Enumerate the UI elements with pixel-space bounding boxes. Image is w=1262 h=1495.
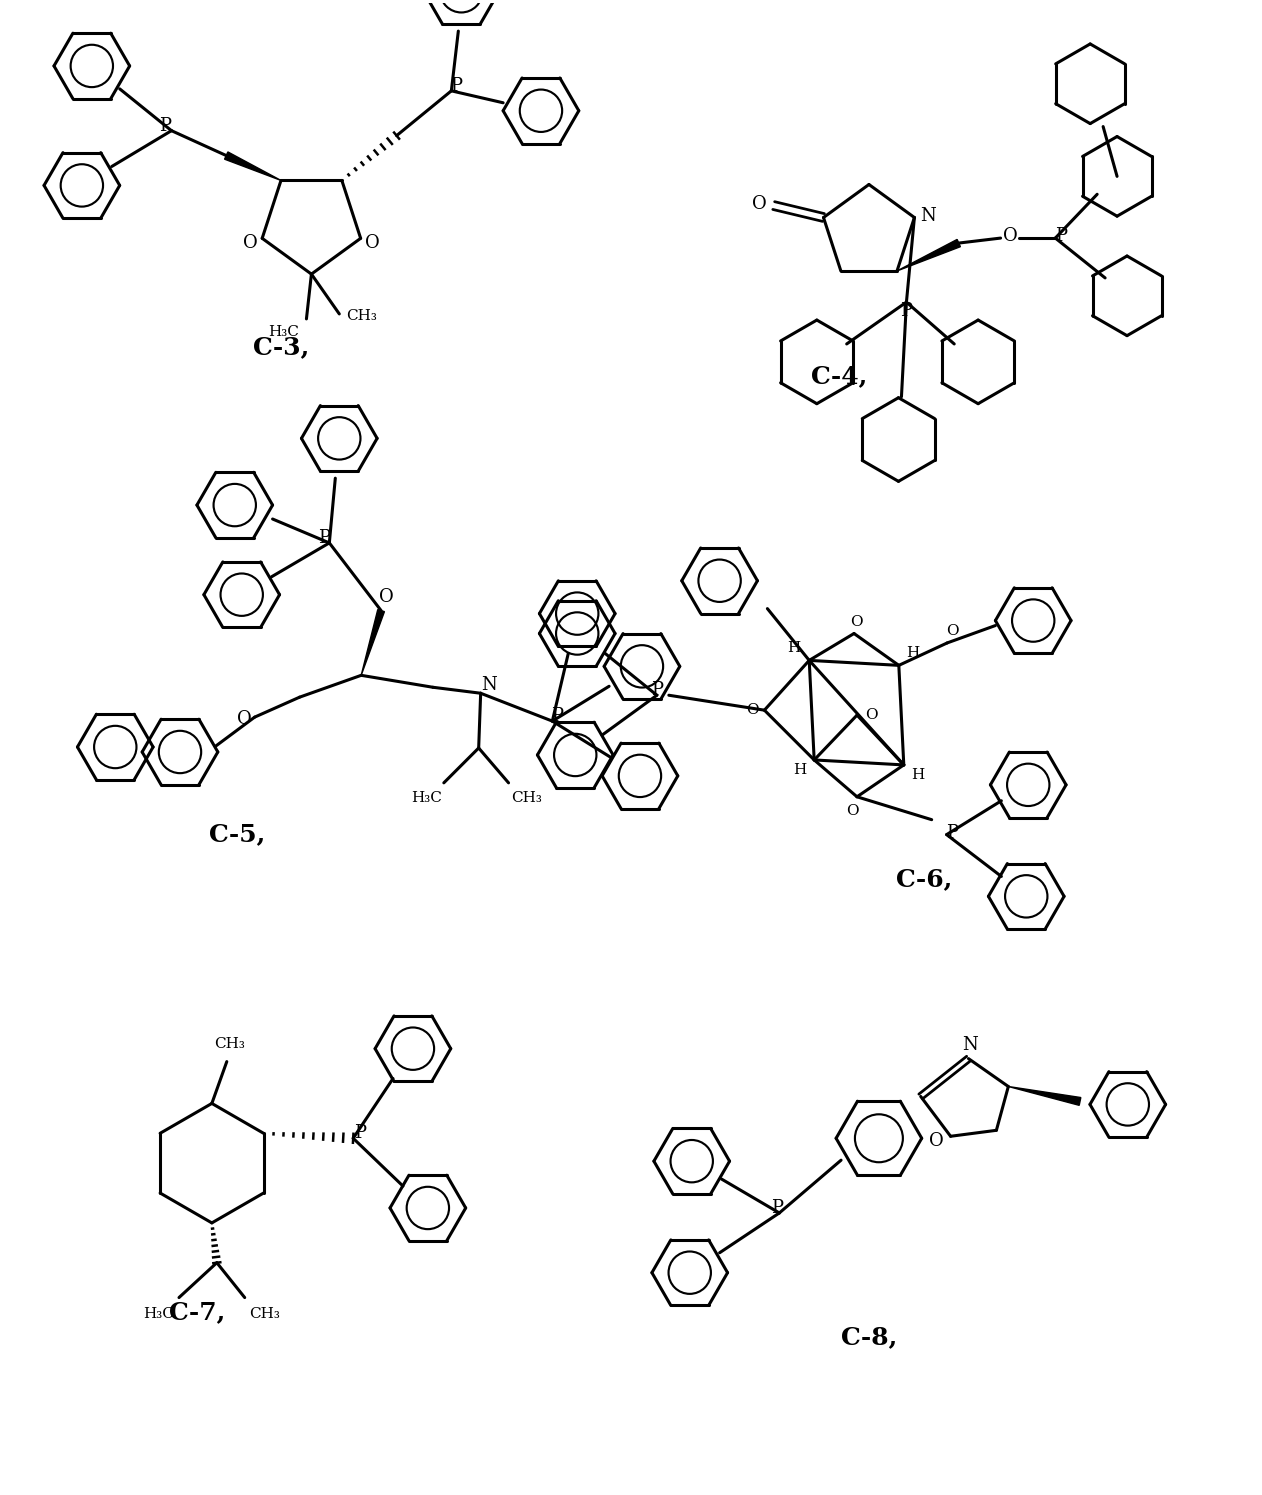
Text: O: O bbox=[864, 709, 877, 722]
Text: P: P bbox=[651, 682, 663, 700]
Text: O: O bbox=[746, 703, 758, 718]
Text: CH₃: CH₃ bbox=[249, 1308, 280, 1322]
Text: C-5,: C-5, bbox=[208, 822, 265, 846]
Text: P: P bbox=[355, 1124, 366, 1142]
Text: P: P bbox=[1055, 227, 1068, 245]
Text: P: P bbox=[900, 302, 912, 320]
Text: H₃C: H₃C bbox=[144, 1308, 174, 1322]
Text: O: O bbox=[752, 194, 767, 212]
Text: O: O bbox=[237, 710, 252, 728]
Text: O: O bbox=[365, 235, 380, 253]
Text: O: O bbox=[379, 588, 394, 605]
Text: O: O bbox=[242, 235, 257, 253]
Text: C-8,: C-8, bbox=[840, 1326, 897, 1350]
Text: N: N bbox=[481, 676, 496, 694]
Text: P: P bbox=[451, 76, 462, 94]
Text: H: H bbox=[787, 641, 801, 655]
Text: P: P bbox=[318, 529, 331, 547]
Text: O: O bbox=[929, 1132, 944, 1150]
Text: P: P bbox=[159, 117, 172, 135]
Text: C-7,: C-7, bbox=[169, 1301, 225, 1325]
Text: P: P bbox=[551, 707, 563, 725]
Polygon shape bbox=[897, 239, 960, 271]
Text: CH₃: CH₃ bbox=[215, 1036, 245, 1051]
Text: C-3,: C-3, bbox=[254, 335, 309, 359]
Text: O: O bbox=[945, 623, 958, 638]
Text: O: O bbox=[849, 614, 862, 628]
Text: O: O bbox=[1003, 227, 1018, 245]
Polygon shape bbox=[225, 152, 281, 181]
Text: N: N bbox=[963, 1036, 978, 1054]
Text: P: P bbox=[771, 1199, 784, 1217]
Text: H₃C: H₃C bbox=[411, 791, 443, 804]
Text: H: H bbox=[911, 768, 924, 782]
Text: CH₃: CH₃ bbox=[511, 791, 541, 804]
Text: C-6,: C-6, bbox=[896, 867, 952, 891]
Text: N: N bbox=[920, 206, 936, 224]
Text: P: P bbox=[945, 824, 958, 842]
Text: H: H bbox=[906, 646, 920, 661]
Text: CH₃: CH₃ bbox=[346, 309, 376, 323]
Text: O: O bbox=[846, 804, 858, 818]
Text: H: H bbox=[794, 762, 806, 777]
Polygon shape bbox=[361, 610, 385, 676]
Text: C-4,: C-4, bbox=[811, 365, 867, 389]
Polygon shape bbox=[1008, 1087, 1080, 1105]
Text: H₃C: H₃C bbox=[268, 324, 299, 339]
